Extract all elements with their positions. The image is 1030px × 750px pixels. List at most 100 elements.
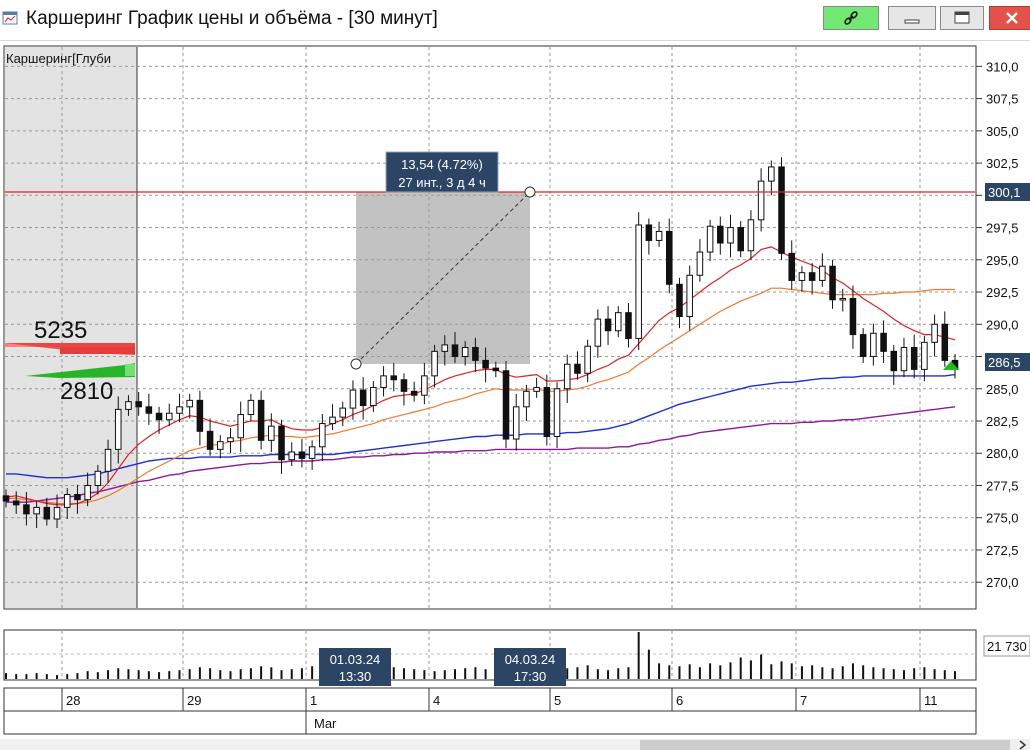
- candle-body: [706, 225, 714, 253]
- candle-body: [370, 386, 377, 407]
- candle-body: [155, 412, 163, 421]
- candle-body: [553, 388, 561, 437]
- candle-body: [165, 412, 173, 421]
- y-tick-label: 277,5: [986, 478, 1019, 493]
- candle-body: [421, 375, 428, 396]
- window-titlebar: Каршеринг График цены и объёма - [30 мин…: [0, 0, 1030, 41]
- candle-body: [635, 224, 642, 339]
- candle-body: [176, 406, 183, 414]
- price-volume-chart[interactable]: 310,0 307,5 305,0 302,5 297,5 295,0 292,5 290,0…: [0, 40, 1030, 750]
- close-button[interactable]: [989, 6, 1030, 30]
- ma-orange-line: [6, 287, 955, 505]
- candle-body: [941, 323, 949, 361]
- depth-panel-shade: [5, 47, 137, 608]
- x-tick-label: 7: [800, 693, 807, 708]
- candle-body: [757, 180, 765, 221]
- candle-body: [870, 332, 877, 358]
- y-tick-label: 292,5: [986, 285, 1019, 300]
- current-price-text: 286,5: [988, 355, 1021, 370]
- measure-tooltip: 13,54 (4.72%) 27 инт., 3 д 4 ч: [385, 151, 499, 193]
- y-tick-label: 307,5: [986, 92, 1019, 107]
- candle-body: [880, 332, 887, 352]
- candle-body: [819, 265, 826, 281]
- candle-body: [584, 345, 591, 374]
- scrollbar-thumb[interactable]: [640, 740, 1010, 750]
- y-tick-label: 280,0: [986, 446, 1019, 461]
- y-tick-label: 285,0: [986, 382, 1019, 397]
- candle-body: [125, 401, 132, 410]
- candle-body: [666, 230, 673, 285]
- candle-body: [676, 283, 683, 318]
- volume-value-box: [983, 635, 1030, 657]
- candle-body: [441, 344, 449, 352]
- current-price-marker: [943, 361, 959, 370]
- candle-body: [717, 225, 724, 244]
- candle-body: [931, 323, 938, 343]
- current-price-label: 286,5: [985, 353, 1030, 371]
- measure-diagonal: [355, 191, 531, 365]
- candle-body: [53, 506, 61, 520]
- candle-body: [686, 274, 693, 318]
- candle-body: [43, 506, 51, 520]
- candle-body: [921, 341, 928, 370]
- maximize-icon: [954, 11, 970, 24]
- candle-body: [268, 425, 275, 441]
- candle-body: [298, 451, 306, 459]
- volume-value: 21 730: [987, 639, 1027, 654]
- ma-blue-line: [6, 373, 956, 479]
- cursor-time-2: 17:30: [514, 669, 547, 684]
- depth-bid-bar: [25, 363, 135, 378]
- moving-averages: [5, 246, 956, 506]
- candle-body: [859, 334, 867, 358]
- candle-body: [2, 495, 10, 502]
- window-title: Каршеринг График цены и объёма - [30 мин…: [26, 8, 438, 29]
- candle-body: [798, 272, 806, 281]
- cursor-date-tag-1: 01.03.24 13:30: [319, 648, 391, 686]
- cursor-date-tag-2: 04.03.24 17:30: [494, 648, 566, 686]
- candle-body: [63, 494, 71, 508]
- maximize-button[interactable]: [940, 6, 984, 30]
- x-tick-label: 4: [433, 693, 440, 708]
- candle-body: [839, 297, 847, 301]
- candlesticks: [2, 157, 959, 529]
- candle-body: [737, 227, 744, 252]
- candle-body: [533, 386, 540, 392]
- candle-body: [257, 399, 265, 441]
- candle-body: [451, 344, 459, 358]
- candle-body: [84, 484, 91, 501]
- y-tick-label: 290,0: [986, 317, 1019, 332]
- level-price-label: 300,1: [985, 183, 1030, 201]
- y-tick-label: 302,5: [986, 156, 1019, 171]
- x-tick-label: 11: [924, 693, 938, 708]
- candle-body: [410, 390, 418, 396]
- x-tick-label: 29: [187, 693, 201, 708]
- candle-body: [563, 363, 571, 390]
- y-tick-label: 310,0: [986, 59, 1019, 74]
- candle-body: [900, 346, 908, 372]
- depth-bid-value: 2810: [60, 378, 113, 405]
- measure-start-handle[interactable]: [350, 358, 362, 370]
- candle-body: [696, 251, 704, 276]
- candle-body: [543, 386, 551, 437]
- x-tick-label: 1: [310, 693, 317, 708]
- candle-body: [492, 367, 500, 372]
- ma-red-line: [5, 246, 956, 506]
- candle-body: [74, 494, 81, 501]
- cursor-date-1: 01.03.24: [330, 652, 381, 667]
- candle-body: [196, 399, 204, 432]
- y-tick-label: 295,0: [986, 253, 1019, 268]
- candle-body: [808, 272, 816, 281]
- horizontal-scrollbar[interactable]: [0, 739, 1030, 750]
- candle-body: [849, 297, 857, 336]
- level-price-text: 300,1: [988, 185, 1021, 200]
- minimize-button[interactable]: [888, 6, 936, 30]
- candle-body: [247, 399, 255, 416]
- candle-body: [890, 350, 898, 372]
- link-button[interactable]: [823, 6, 879, 30]
- date-axis-labels: 28 29 1 4 5 6 7 11: [61, 688, 938, 734]
- candle-body: [114, 408, 122, 450]
- volume-pane[interactable]: [3, 629, 977, 681]
- measure-end-handle[interactable]: [524, 186, 536, 198]
- y-tick-label: 270,0: [986, 575, 1019, 590]
- scroll-right-icon[interactable]: [1019, 740, 1027, 750]
